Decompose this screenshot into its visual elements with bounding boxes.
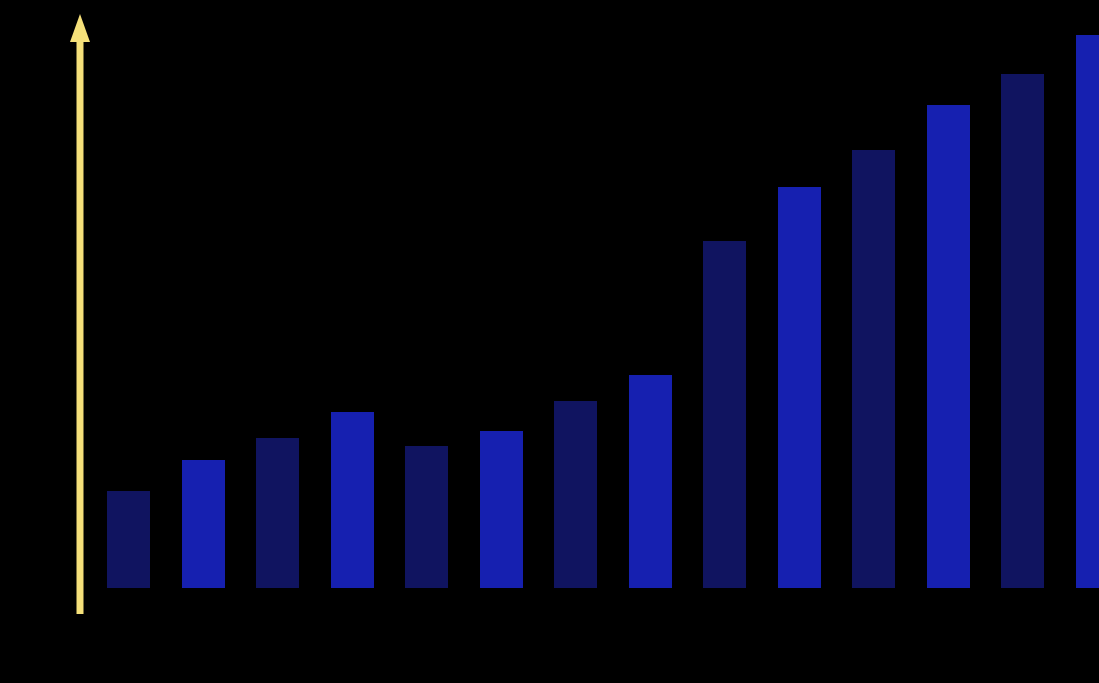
bar-10	[777, 187, 821, 588]
bar-14	[1075, 35, 1099, 588]
bar-4	[330, 412, 374, 588]
y-axis-arrow-icon	[70, 14, 90, 614]
bar-9	[703, 241, 746, 588]
bar-2	[181, 460, 225, 588]
y-axis-line	[76, 34, 84, 614]
bar-1	[107, 491, 150, 588]
bar-13	[1001, 74, 1044, 588]
bar-11	[852, 150, 895, 588]
up-arrow-head-icon	[70, 14, 90, 42]
bar-6	[479, 431, 523, 588]
bar-3	[256, 438, 299, 588]
bar-12	[926, 105, 970, 588]
bar-5	[405, 446, 448, 588]
bar-8	[628, 375, 672, 588]
bar-7	[554, 401, 597, 588]
